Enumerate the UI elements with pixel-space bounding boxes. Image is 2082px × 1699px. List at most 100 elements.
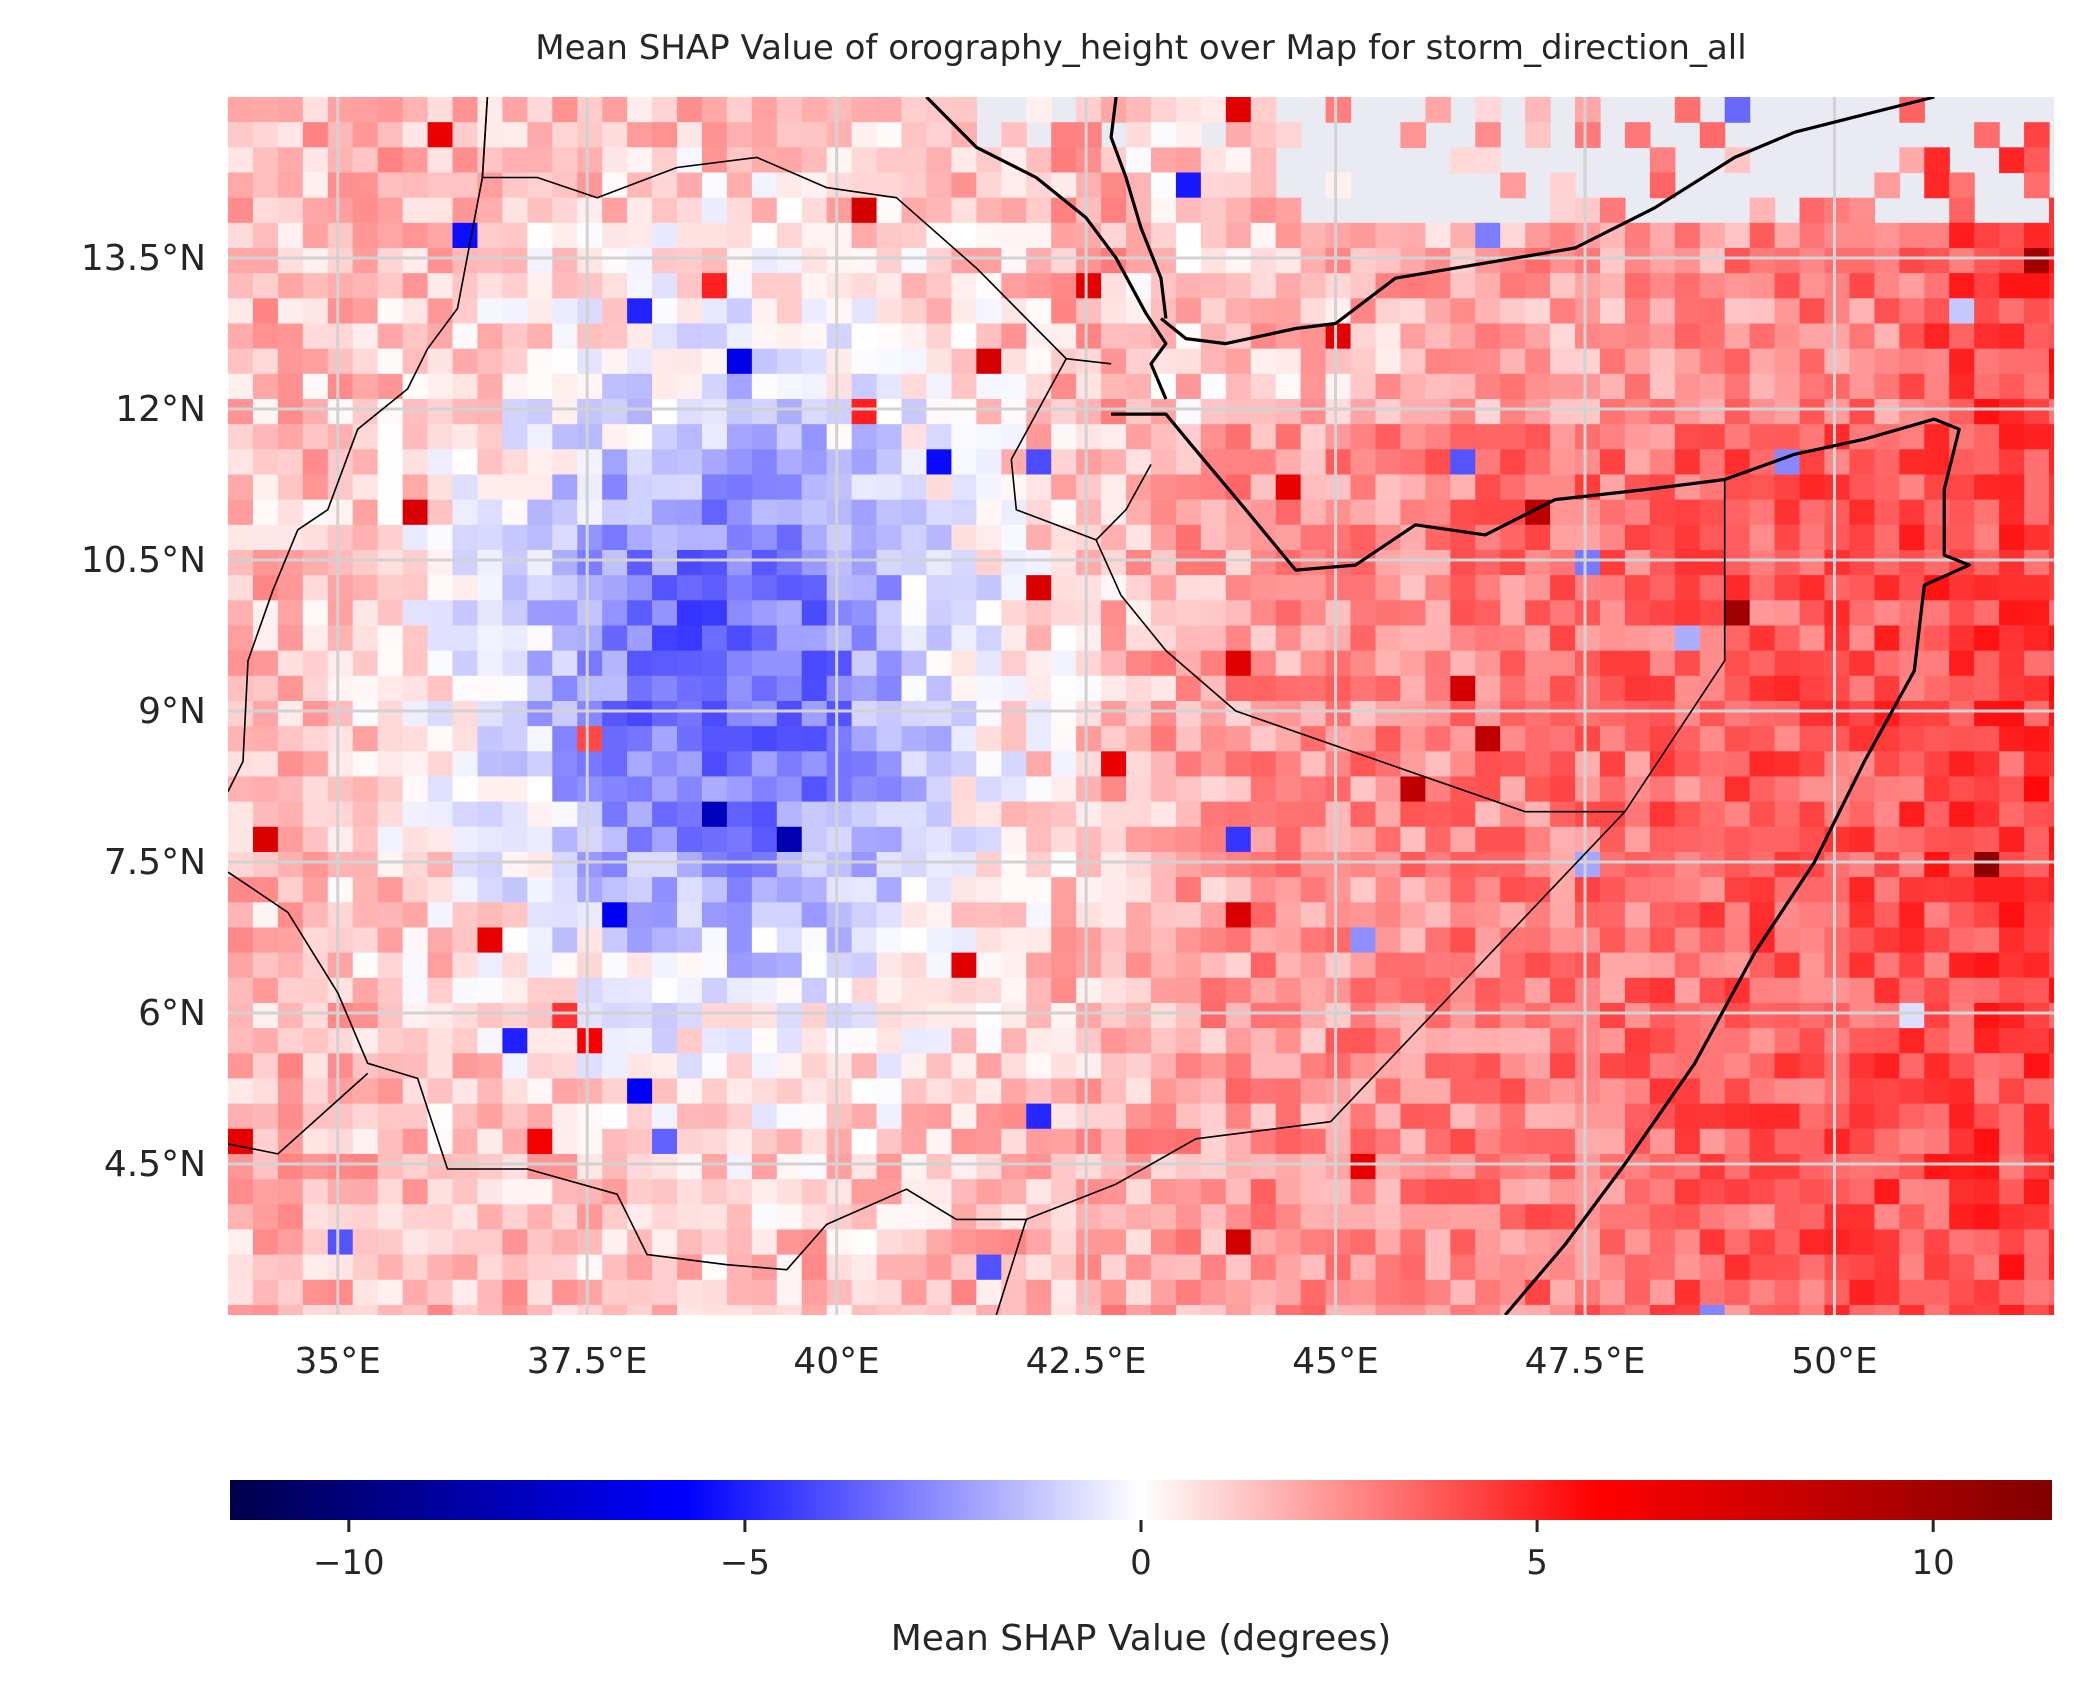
heatmap-cell <box>926 1103 953 1130</box>
heatmap-cell <box>726 1204 753 1231</box>
heatmap-cell <box>1999 826 2025 853</box>
heatmap-cell <box>1949 575 1975 601</box>
heatmap-cell <box>1550 348 1576 375</box>
heatmap-cell <box>1699 600 1726 627</box>
heatmap-cell <box>1325 323 1352 350</box>
heatmap-cell <box>751 1053 778 1080</box>
heatmap-cell <box>527 1128 553 1155</box>
heatmap-cell <box>801 1279 828 1306</box>
heatmap-cell <box>1874 222 1900 249</box>
heatmap-cell <box>801 499 828 526</box>
heatmap-cell <box>926 1128 953 1155</box>
heatmap-cell <box>1699 1179 1726 1205</box>
heatmap-cell <box>1126 424 1152 450</box>
heatmap-cell <box>876 1229 903 1256</box>
heatmap-cell <box>926 751 953 778</box>
heatmap-cell <box>352 197 379 224</box>
heatmap-cell <box>427 373 454 400</box>
heatmap-cell <box>252 474 279 501</box>
heatmap-cell <box>776 323 803 350</box>
heatmap-cell <box>801 524 828 551</box>
heatmap-cell <box>1874 1053 1900 1080</box>
heatmap-cell <box>1126 700 1152 727</box>
heatmap-cell <box>377 298 404 325</box>
heatmap-cell <box>976 977 1002 1004</box>
heatmap-cell <box>951 348 977 375</box>
heatmap-cell <box>652 323 678 350</box>
heatmap-cell <box>901 700 928 727</box>
heatmap-cell <box>377 549 404 576</box>
heatmap-cell <box>577 474 603 501</box>
heatmap-cell <box>252 625 279 652</box>
heatmap-cell <box>1051 650 1077 677</box>
heatmap-cell <box>1250 172 1277 199</box>
heatmap-cell <box>1126 575 1152 601</box>
heatmap-cell <box>876 273 903 299</box>
heatmap-cell <box>327 1078 354 1105</box>
heatmap-cell <box>751 927 778 954</box>
heatmap-cell <box>1001 675 1027 702</box>
heatmap-cell <box>1400 1078 1426 1105</box>
heatmap-cell <box>1450 273 1476 299</box>
heatmap-cell <box>1874 1229 1900 1256</box>
heatmap-cell <box>726 1028 753 1054</box>
heatmap-cell <box>1425 1128 1451 1155</box>
heatmap-cell <box>1250 1254 1277 1281</box>
heatmap-cell <box>826 247 853 274</box>
heatmap-cell <box>1325 1229 1352 1256</box>
heatmap-cell <box>1749 776 1776 803</box>
heatmap-cell <box>1749 273 1776 299</box>
heatmap-cell <box>1599 1254 1626 1281</box>
heatmap-cell <box>527 1002 553 1029</box>
heatmap-cell <box>652 398 678 425</box>
heatmap-cell <box>1799 273 1826 299</box>
heatmap-cell <box>1799 675 1826 702</box>
heatmap-cell <box>876 97 903 123</box>
heatmap-cell <box>1051 474 1077 501</box>
heatmap-cell <box>1500 675 1526 702</box>
heatmap-cell <box>951 1053 977 1080</box>
heatmap-cell <box>1974 625 2000 652</box>
heatmap-cell <box>1899 1179 1925 1205</box>
heatmap-cell <box>1749 398 1776 425</box>
heatmap-cell <box>901 1053 928 1080</box>
heatmap-cell <box>627 549 653 576</box>
heatmap-cell <box>2024 222 2050 249</box>
heatmap-cell <box>1674 902 1701 929</box>
heatmap-cell <box>701 549 728 576</box>
heatmap-cell <box>352 650 379 677</box>
heatmap-cell <box>1974 600 2000 627</box>
heatmap-cell <box>876 1153 903 1180</box>
heatmap-cell <box>976 247 1002 274</box>
heatmap-cell <box>527 1179 553 1205</box>
heatmap-cell <box>452 398 479 425</box>
heatmap-cell <box>1824 927 1851 954</box>
heatmap-cell <box>901 1028 928 1054</box>
heatmap-cell <box>1400 726 1426 752</box>
heatmap-cell <box>1749 625 1776 652</box>
heatmap-cell <box>1175 1002 1202 1029</box>
heatmap-cell <box>552 1279 578 1306</box>
heatmap-cell <box>452 927 479 954</box>
heatmap-cell <box>776 776 803 803</box>
heatmap-cell <box>776 751 803 778</box>
heatmap-cell <box>976 751 1002 778</box>
heatmap-cell <box>677 1103 703 1130</box>
heatmap-cell <box>1375 1229 1402 1256</box>
heatmap-cell <box>1550 776 1576 803</box>
heatmap-cell <box>1849 273 1875 299</box>
heatmap-cell <box>1799 625 1826 652</box>
heatmap-cell <box>1225 97 1252 123</box>
heatmap-cell <box>502 273 528 299</box>
heatmap-cell <box>252 927 279 954</box>
heatmap-cell <box>1724 877 1751 903</box>
heatmap-cell <box>1624 726 1651 752</box>
heatmap-cell <box>677 172 703 199</box>
heatmap-cell <box>527 1028 553 1054</box>
heatmap-cell <box>1300 1204 1327 1231</box>
heatmap-cell <box>1200 474 1227 501</box>
heatmap-cell <box>1026 424 1052 450</box>
heatmap-cell <box>1175 902 1202 929</box>
heatmap-cell <box>1001 650 1027 677</box>
heatmap-cell <box>477 726 503 752</box>
